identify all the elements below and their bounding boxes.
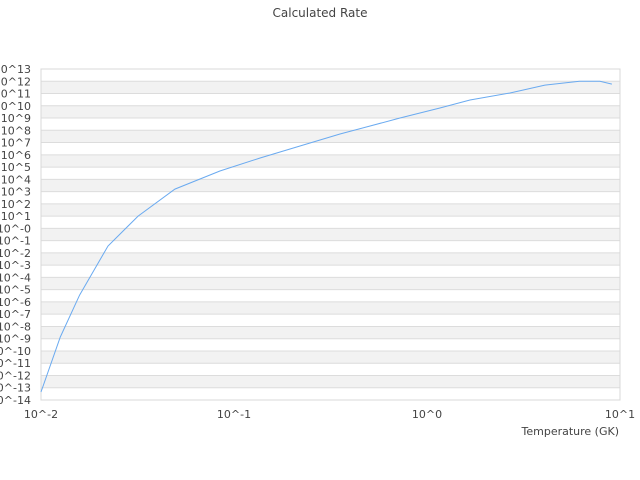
y-tick-label: 10^-13 <box>0 382 31 395</box>
y-tick-label: 10^-2 <box>0 247 31 260</box>
y-tick-label: 10^-12 <box>0 369 31 382</box>
y-tick-label: 10^-3 <box>0 259 31 272</box>
y-tick-label: 10^-0 <box>0 222 31 235</box>
grid-band <box>41 228 620 241</box>
y-tick-label: 10^11 <box>0 88 31 101</box>
y-tick-label: 10^6 <box>1 149 31 162</box>
grid-band <box>41 326 620 339</box>
y-tick-label: 10^-9 <box>0 333 31 346</box>
x-tick-label: 10^-2 <box>24 408 58 421</box>
y-tick-label: 10^4 <box>1 173 31 186</box>
y-tick-label: 10^-4 <box>0 271 31 284</box>
rate-series-line <box>40 80 613 393</box>
x-tick-label: 10^-1 <box>217 408 251 421</box>
y-tick-label: 10^-8 <box>0 320 31 333</box>
grid-band <box>41 375 620 388</box>
plot-frame <box>40 68 621 401</box>
y-tick-label: 10^2 <box>1 198 31 211</box>
y-tick-label: 10^12 <box>0 75 31 88</box>
y-tick-label: 10^7 <box>1 137 31 150</box>
grid-band <box>41 81 620 94</box>
y-tick-label: 10^3 <box>1 186 31 199</box>
grid-band <box>41 350 620 364</box>
y-tick-label: 10^10 <box>0 100 31 113</box>
grid-band <box>41 105 620 119</box>
grid-band <box>41 203 620 217</box>
y-tick-label: 10^-1 <box>0 235 31 248</box>
x-axis-label: Temperature (GK) <box>521 425 620 438</box>
y-tick-label: 10^-6 <box>0 296 31 309</box>
y-tick-label: 10^9 <box>1 112 31 125</box>
y-tick-label: 10^5 <box>1 161 31 174</box>
grid-band <box>41 252 620 266</box>
x-tick-label: 10^1 <box>605 408 635 421</box>
grid-band <box>41 301 620 315</box>
y-tick-label: 10^-14 <box>0 394 31 407</box>
y-tick-label: 10^-7 <box>0 308 31 321</box>
y-tick-label: 10^1 <box>1 210 31 223</box>
y-tick-label: 10^13 <box>0 63 31 76</box>
y-tick-label: 10^-5 <box>0 284 31 297</box>
y-tick-label: 10^-11 <box>0 357 31 370</box>
x-tick-label: 10^0 <box>412 408 442 421</box>
grid-band <box>41 179 620 192</box>
grid-band <box>41 277 620 290</box>
y-tick-label: 10^-10 <box>0 345 31 358</box>
grid-band <box>41 154 620 168</box>
y-tick-label: 10^8 <box>1 124 31 137</box>
chart-title: Calculated Rate <box>273 6 368 20</box>
